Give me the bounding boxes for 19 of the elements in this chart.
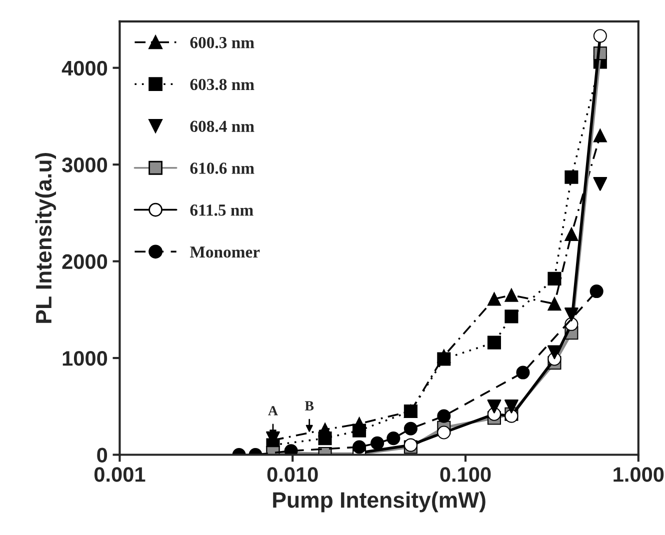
legend-label: 611.5 nm — [190, 204, 254, 216]
y-tick-label: 1000 — [62, 351, 108, 366]
x-axis-title: Pump Intensity(mW) — [273, 492, 486, 512]
y-tick-label: 0 — [97, 448, 108, 463]
legend-label: Monomer — [190, 246, 260, 258]
x-tick-label: 1.000 — [614, 467, 664, 482]
annotation: B — [304, 401, 314, 410]
x-tick-label: 0.001 — [94, 467, 146, 482]
y-axis-title: PL Intensity(a.u) — [35, 152, 56, 323]
y-tick-label: 3000 — [62, 158, 108, 172]
legend-label: 608.4 nm — [190, 120, 254, 132]
legend-label: 610.6 nm — [190, 162, 254, 174]
legend-label: 600.3 nm — [190, 36, 254, 48]
y-tick-label: 4000 — [62, 60, 108, 76]
y-tick-label: 2000 — [62, 254, 108, 270]
x-tick-label: 0.010 — [267, 467, 318, 482]
annotation: A — [268, 406, 278, 416]
legend-label: 603.8 nm — [190, 78, 254, 90]
x-tick-label: 0.100 — [440, 467, 491, 482]
